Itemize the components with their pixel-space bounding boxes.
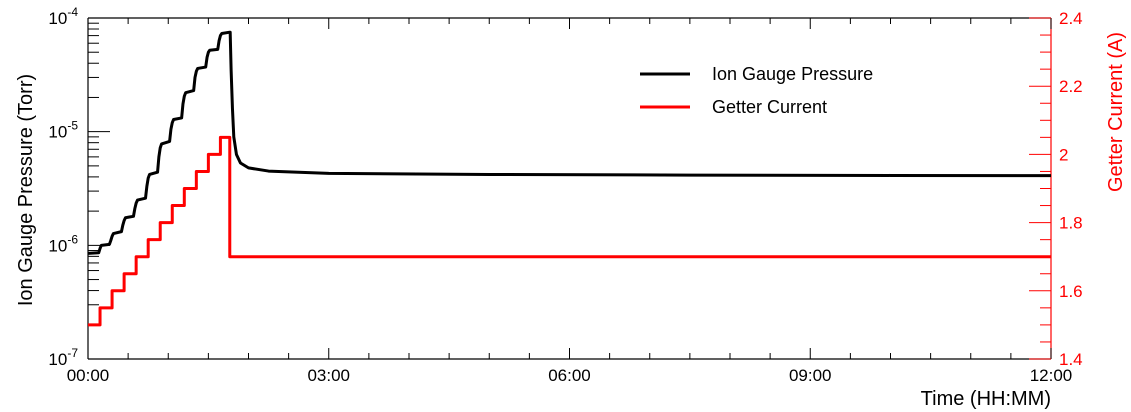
y2-tick-label: 2.2 [1059, 77, 1083, 96]
y-tick-label: 10-4 [48, 5, 78, 28]
series-getter-current [88, 135, 1051, 327]
series-layer [87, 30, 1052, 327]
y2-tick-label: 1.6 [1059, 282, 1083, 301]
y-tick-label: 10-6 [48, 232, 78, 255]
axis-ticks [87, 17, 1052, 360]
series-ion-gauge-pressure [87, 30, 1052, 255]
x-tick-label: 03:00 [307, 366, 350, 385]
y2-tick-label: 1.4 [1059, 350, 1083, 369]
x-axis-title: Time (HH:MM) [921, 388, 1051, 410]
x-tick-label: 09:00 [789, 366, 832, 385]
legend: Ion Gauge Pressure Getter Current [640, 64, 873, 117]
y-tick-label: 10-5 [48, 119, 78, 142]
y2-tick-label: 1.8 [1059, 214, 1083, 233]
y2-axis-title: Getter Current (A) [1105, 32, 1127, 192]
y2-tick-label: 2.4 [1059, 9, 1083, 28]
x-tick-label: 06:00 [548, 366, 591, 385]
x-tick-label: 00:00 [67, 366, 110, 385]
y-axis-title: Ion Gauge Pressure (Torr) [15, 74, 37, 306]
tick-labels: 00:00 03:00 06:00 09:00 12:00 10-7 10-6 10-5 10-… [48, 5, 1082, 385]
x-tick-label: 12:00 [1030, 366, 1073, 385]
y-tick-label: 10-7 [48, 346, 78, 369]
legend-label-pressure: Ion Gauge Pressure [712, 64, 873, 84]
y2-tick-label: 2 [1059, 145, 1068, 164]
legend-label-current: Getter Current [712, 97, 827, 117]
